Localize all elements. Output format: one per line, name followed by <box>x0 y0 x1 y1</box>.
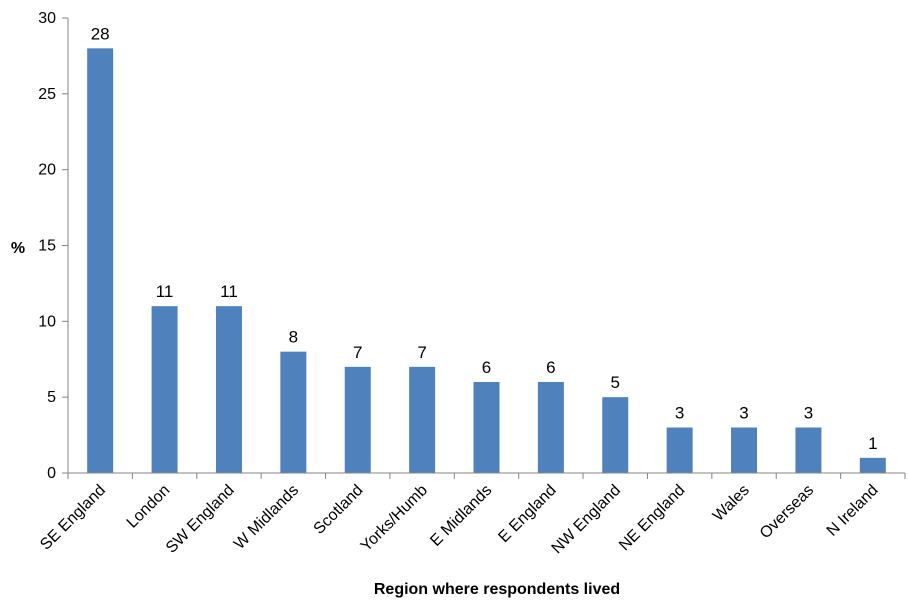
category-label: NE England <box>616 482 688 554</box>
bar <box>731 427 758 473</box>
category-label: Wales <box>710 482 753 525</box>
y-axis-title: % <box>11 240 25 257</box>
bar <box>473 382 500 473</box>
data-label: 6 <box>482 358 491 377</box>
data-label: 3 <box>804 404 813 423</box>
bar <box>87 48 114 473</box>
x-axis-title: Region where respondents lived <box>374 581 620 598</box>
y-tick-label: 15 <box>38 238 56 255</box>
category-label: SE England <box>37 482 109 554</box>
bar <box>409 366 436 473</box>
category-label: London <box>124 482 174 532</box>
y-axis-ticks: 0 5 10 15 20 25 30 <box>38 10 68 482</box>
y-tick-label: 25 <box>38 86 56 103</box>
bar <box>151 306 178 473</box>
y-tick-label: 5 <box>47 389 56 406</box>
bar <box>666 427 693 473</box>
data-label: 3 <box>739 404 748 423</box>
data-label: 28 <box>91 24 110 43</box>
bar <box>344 366 371 473</box>
category-label: Yorks/Humb <box>358 482 431 555</box>
y-tick-label: 20 <box>38 162 56 179</box>
data-label: 6 <box>546 358 555 377</box>
data-label: 3 <box>675 404 684 423</box>
bar <box>537 382 564 473</box>
bars <box>67 48 906 479</box>
data-label: 11 <box>220 282 238 301</box>
data-label: 7 <box>417 343 426 362</box>
bar <box>280 351 307 473</box>
y-tick-label: 10 <box>38 313 56 330</box>
data-label: 7 <box>353 343 362 362</box>
y-tick-label: 0 <box>47 465 56 482</box>
category-label: Overseas <box>757 482 817 542</box>
bar <box>859 457 886 473</box>
data-label: 11 <box>156 282 174 301</box>
category-label: Scotland <box>311 482 367 538</box>
bar <box>602 397 629 473</box>
category-label: N Ireland <box>824 482 882 540</box>
bar <box>795 427 822 473</box>
data-label: 5 <box>611 373 620 392</box>
data-label: 1 <box>868 434 877 453</box>
data-label: 8 <box>289 328 298 347</box>
category-label: SW England <box>163 482 238 557</box>
y-tick-label: 30 <box>38 10 56 27</box>
category-label: W Midlands <box>231 482 302 553</box>
category-label: E England <box>495 482 559 546</box>
bar <box>215 306 242 473</box>
data-labels: 28 11 11 8 7 7 6 6 5 3 3 3 1 <box>91 24 878 453</box>
category-label: E Midlands <box>427 482 495 550</box>
category-label: NW England <box>549 482 625 558</box>
